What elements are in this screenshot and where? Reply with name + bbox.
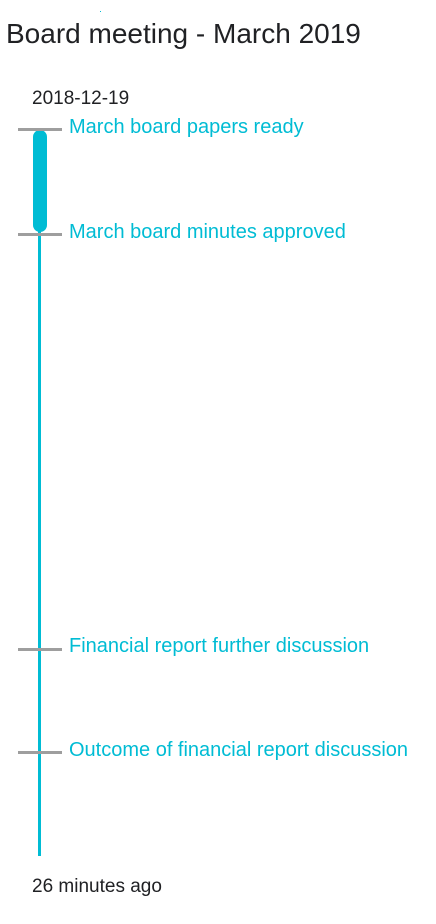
timeline-tick [18, 128, 62, 131]
timeline-active-range [33, 130, 47, 232]
timeline-start-date: 2018-12-19 [32, 88, 130, 109]
timeline-tick [18, 648, 62, 651]
timeline-tick [18, 233, 62, 236]
timeline-event-link[interactable]: March board papers ready [69, 116, 304, 138]
timeline-event-link[interactable]: Financial report further discussion [69, 635, 370, 657]
header-dot [100, 11, 101, 12]
timeline-end-label: 26 minutes ago [32, 876, 162, 897]
timeline-line [38, 130, 41, 856]
page-title: Board meeting - March 2019 [6, 18, 361, 49]
timeline-tick [18, 751, 62, 754]
timeline-event-link[interactable]: Outcome of financial report discussion [69, 739, 409, 761]
timeline-event-link[interactable]: March board minutes approved [69, 221, 346, 243]
